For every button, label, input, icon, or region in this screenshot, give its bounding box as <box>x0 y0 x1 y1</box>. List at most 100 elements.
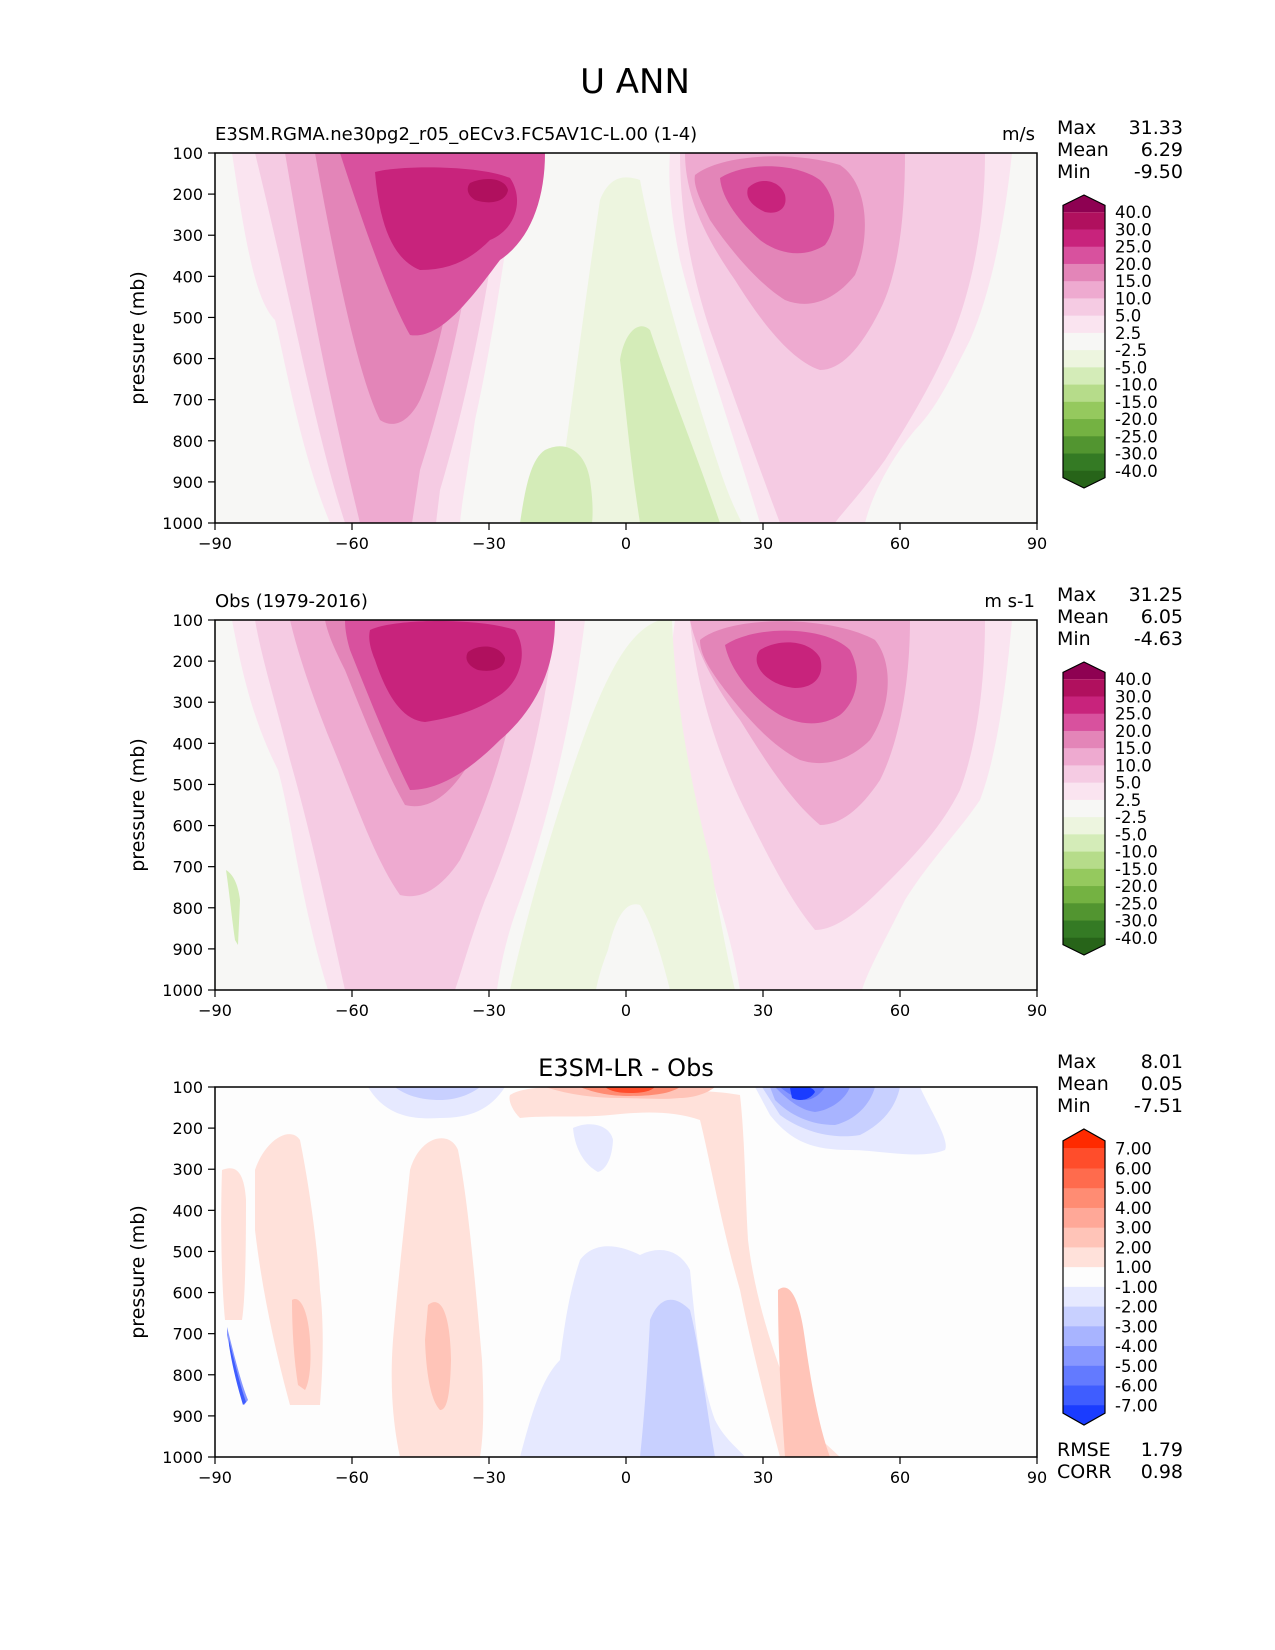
colorbar-label: -25.0 <box>1115 894 1158 913</box>
stat-value: 31.25 <box>1129 584 1183 606</box>
y-tick-label: 100 <box>172 1078 203 1097</box>
stat-value: 6.05 <box>1141 606 1183 628</box>
colorbar-label: 30.0 <box>1115 220 1152 239</box>
stat-label: Min <box>1057 628 1091 650</box>
colorbar-swatch <box>1063 419 1105 437</box>
colorbar-swatch <box>1063 470 1105 488</box>
panel-model-title: E3SM.RGMA.ne30pg2_r05_oECv3.FC5AV1C-L.00… <box>215 124 697 145</box>
colorbar-label: -1.00 <box>1115 1278 1158 1297</box>
colorbar-label: 10.0 <box>1115 756 1152 775</box>
stat-value: -4.63 <box>1134 628 1183 650</box>
y-tick-label: 400 <box>172 1201 203 1220</box>
colorbar-swatch <box>1063 1286 1105 1308</box>
colorbar-swatch <box>1063 315 1105 334</box>
x-tick-label: 0 <box>621 1468 631 1487</box>
colorbar-swatch <box>1063 713 1105 732</box>
y-tick-label: 200 <box>172 185 203 204</box>
x-tick-label: −30 <box>472 1001 506 1020</box>
x-tick-label: 0 <box>621 1001 631 1020</box>
colorbar-swatch <box>1063 401 1105 420</box>
y-tick-label: 500 <box>172 775 203 794</box>
colorbar-outline <box>1062 1128 1106 1426</box>
panel-diff-stats: Max 8.01 Mean 0.05 Min -7.51 <box>1057 1051 1183 1117</box>
colorbar-label: -2.00 <box>1115 1298 1158 1317</box>
y-tick-label: 900 <box>172 940 203 959</box>
colorbar-swatch <box>1063 937 1105 955</box>
x-tick-label: −90 <box>198 534 232 553</box>
colorbar-label: 5.0 <box>1115 307 1141 326</box>
x-tick-label: −60 <box>335 1001 369 1020</box>
panel-diff-metrics: RMSE 1.79 CORR 0.98 <box>1057 1439 1183 1483</box>
colorbar-swatch <box>1063 350 1105 368</box>
colorbar-swatch <box>1063 229 1105 248</box>
colorbar-swatch <box>1063 1207 1105 1229</box>
colorbar-swatch <box>1063 903 1105 922</box>
x-tick-label: 30 <box>753 534 773 553</box>
colorbar-swatch <box>1063 748 1105 766</box>
colorbar-label: -30.0 <box>1115 445 1158 464</box>
y-tick-label: 600 <box>172 1284 203 1303</box>
y-tick-label: 200 <box>172 652 203 671</box>
panel-diff-colorbar: 7.006.005.004.003.002.001.00-1.00-2.00-3… <box>1062 1128 1158 1426</box>
panel-diff-x-axis: −90 −60 −30 0 30 60 90 <box>198 1457 1047 1487</box>
panel-model: E3SM.RGMA.ne30pg2_r05_oECv3.FC5AV1C-L.00… <box>127 117 1183 553</box>
colorbar-label: 5.0 <box>1115 774 1141 793</box>
y-tick-label: 800 <box>172 899 203 918</box>
tropical-easterlies-low <box>520 446 593 523</box>
colorbar-label: 2.5 <box>1115 324 1141 343</box>
x-tick-label: −90 <box>198 1468 232 1487</box>
colorbar-label: -15.0 <box>1115 393 1158 412</box>
panel-model-stats: Max 31.33 Mean 6.29 Min -9.50 <box>1057 117 1183 183</box>
panel-diff-field <box>215 1087 1037 1457</box>
panel-diff-title: E3SM-LR - Obs <box>538 1054 714 1082</box>
colorbar-swatch <box>1063 1188 1105 1209</box>
pos-band-midlat <box>391 1138 484 1457</box>
colorbar-swatch <box>1063 281 1105 299</box>
stat-value: 8.01 <box>1141 1051 1183 1073</box>
colorbar-label: -40.0 <box>1115 462 1158 481</box>
colorbar-swatch <box>1063 868 1105 887</box>
colorbar-swatch <box>1063 920 1105 939</box>
colorbar-label: -5.0 <box>1115 358 1147 377</box>
colorbar-swatch <box>1063 246 1105 265</box>
colorbar-label: 25.0 <box>1115 238 1152 257</box>
colorbar-swatch <box>1063 662 1105 680</box>
colorbar-label: 20.0 <box>1115 255 1152 274</box>
panel-obs-units: m s-1 <box>984 591 1035 612</box>
colorbar-label: 6.00 <box>1115 1159 1152 1178</box>
panel-obs-stats: Max 31.25 Mean 6.05 Min -4.63 <box>1057 584 1183 650</box>
neg-polar-sh-2 <box>229 1340 246 1405</box>
neg-upper-sh <box>368 1087 505 1119</box>
pos-band-upper-trop <box>509 1087 840 1457</box>
colorbar-swatch <box>1063 1168 1105 1189</box>
panel-diff-y-axis: 100 200 300 400 500 600 700 800 900 1000 <box>162 1078 215 1467</box>
colorbar-swatch <box>1063 1148 1105 1169</box>
x-tick-label: 90 <box>1027 1468 1047 1487</box>
colorbar-swatch <box>1063 782 1105 801</box>
colorbar-label: -20.0 <box>1115 410 1158 429</box>
neg-tropics-core <box>640 1299 715 1457</box>
panel-obs-y-axis: 100 200 300 400 500 600 700 800 900 1000 <box>162 611 215 1000</box>
colorbar-label: -10.0 <box>1115 843 1158 862</box>
colorbar-label: 40.0 <box>1115 670 1152 689</box>
colorbar-swatch <box>1063 817 1105 835</box>
colorbar-label: -6.00 <box>1115 1377 1158 1396</box>
y-tick-label: 600 <box>172 817 203 836</box>
colorbar-swatch <box>1063 436 1105 455</box>
colorbar-label: 7.00 <box>1115 1140 1152 1159</box>
stat-value: 31.33 <box>1129 117 1183 139</box>
stat-label: Min <box>1057 161 1091 183</box>
colorbar-swatch <box>1063 1227 1105 1248</box>
pos-band-sh-high <box>221 1168 246 1320</box>
metric-label: RMSE <box>1057 1439 1111 1461</box>
x-tick-label: 90 <box>1027 534 1047 553</box>
colorbar-label: -3.00 <box>1115 1317 1158 1336</box>
panel-diff-ylabel: pressure (mb) <box>127 1205 149 1339</box>
y-tick-label: 500 <box>172 308 203 327</box>
colorbar-swatch <box>1063 263 1105 282</box>
neg-polar-sh <box>227 1327 248 1405</box>
y-tick-label: 300 <box>172 693 203 712</box>
neg-upper-trop <box>573 1124 613 1172</box>
colorbar-swatch <box>1063 886 1105 904</box>
colorbar-swatch <box>1063 1365 1105 1387</box>
